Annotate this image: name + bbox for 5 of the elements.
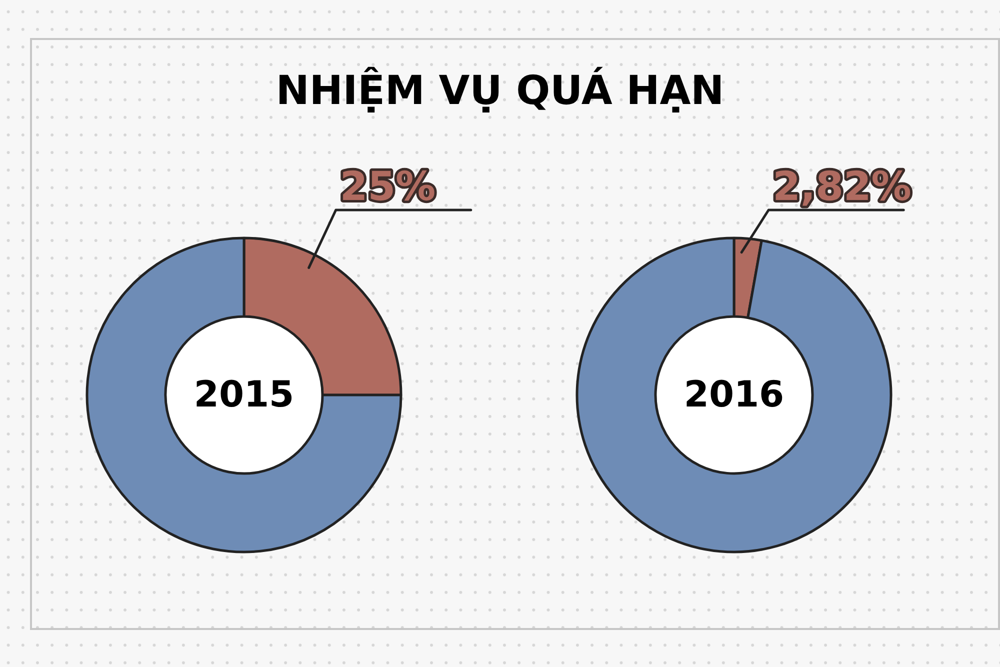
data-label: 2,82% <box>772 164 912 210</box>
text: 2015 <box>194 374 294 416</box>
text: 2016 <box>684 374 784 416</box>
data-label: 25% <box>340 164 436 210</box>
chart-title: NHIỆM VỤ QUÁ HẠN <box>274 66 726 116</box>
